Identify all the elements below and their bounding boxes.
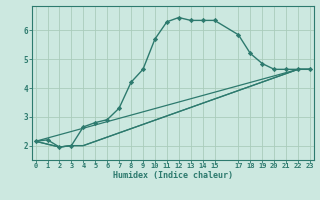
- X-axis label: Humidex (Indice chaleur): Humidex (Indice chaleur): [113, 171, 233, 180]
